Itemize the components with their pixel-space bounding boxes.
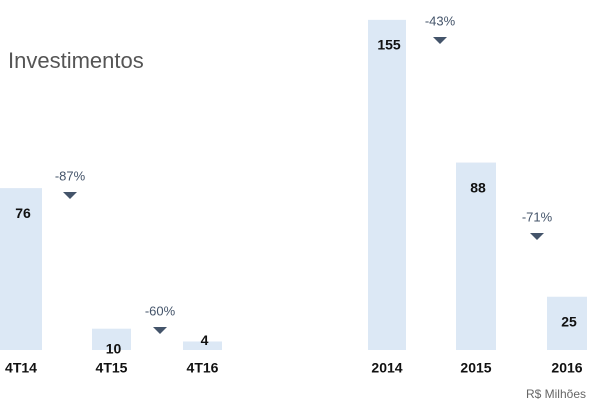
- bar: [368, 19, 406, 350]
- change-annotation: -71%: [522, 209, 553, 224]
- x-tick-label: 2014: [371, 360, 402, 376]
- value-label: 155: [377, 37, 401, 53]
- x-tick-label: 2015: [460, 360, 491, 376]
- x-tick-label: 4T15: [96, 360, 128, 376]
- down-arrow: [433, 37, 447, 44]
- x-tick-label: 2016: [551, 360, 582, 376]
- down-arrow: [153, 327, 167, 334]
- value-label: 25: [561, 313, 577, 329]
- unit-label: R$ Milhões: [526, 387, 586, 401]
- change-annotation: -87%: [55, 168, 86, 183]
- page-title: Investimentos: [8, 48, 144, 73]
- x-tick-label: 4T14: [5, 360, 37, 376]
- value-label: 88: [470, 179, 486, 195]
- bar: [547, 296, 587, 350]
- change-annotation: -60%: [145, 303, 176, 318]
- bar: [183, 341, 222, 350]
- down-arrow: [63, 192, 77, 199]
- down-arrow: [530, 233, 544, 240]
- bar: [92, 328, 131, 350]
- x-tick-label: 4T16: [187, 360, 219, 376]
- change-annotation: -43%: [425, 13, 456, 28]
- bar: [456, 162, 496, 350]
- value-label: 76: [15, 205, 31, 221]
- bar: [0, 188, 42, 350]
- value-label: 10: [106, 341, 122, 357]
- value-label: 4: [201, 332, 209, 348]
